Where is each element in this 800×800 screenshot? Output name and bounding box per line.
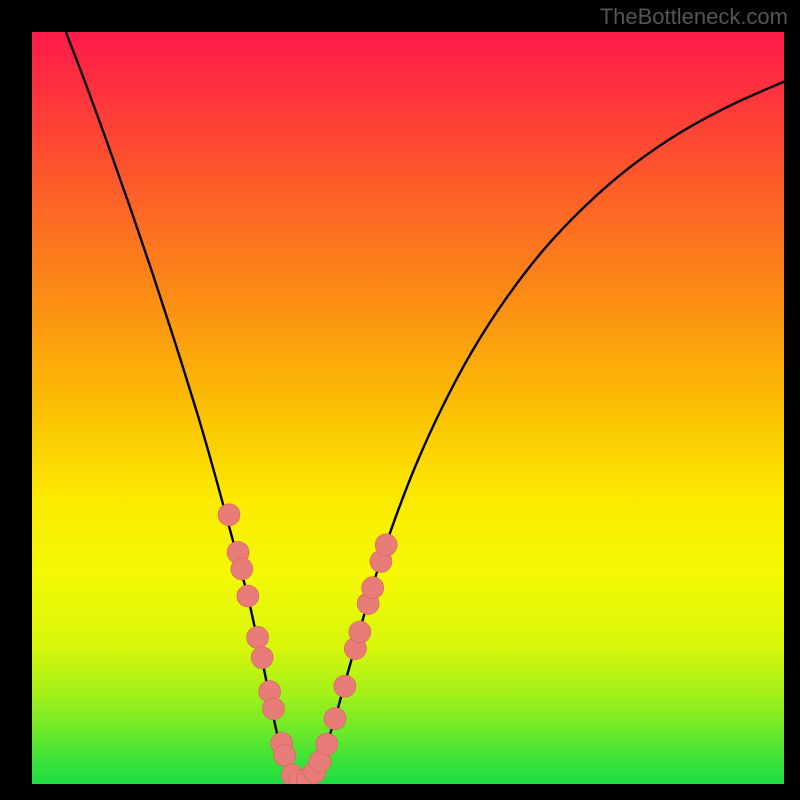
data-marker — [316, 733, 338, 755]
data-marker — [324, 708, 346, 730]
data-marker — [247, 626, 269, 648]
data-marker — [262, 698, 284, 720]
data-marker — [362, 577, 384, 599]
watermark-text: TheBottleneck.com — [600, 4, 788, 30]
data-marker — [274, 744, 296, 766]
data-marker — [231, 558, 253, 580]
plot-background — [32, 32, 784, 784]
data-marker — [334, 675, 356, 697]
data-marker — [251, 647, 273, 669]
data-marker — [375, 534, 397, 556]
figure-container: TheBottleneck.com — [0, 0, 800, 800]
data-marker — [218, 504, 240, 526]
bottleneck-chart — [0, 0, 800, 800]
data-marker — [237, 585, 259, 607]
data-marker — [349, 621, 371, 643]
